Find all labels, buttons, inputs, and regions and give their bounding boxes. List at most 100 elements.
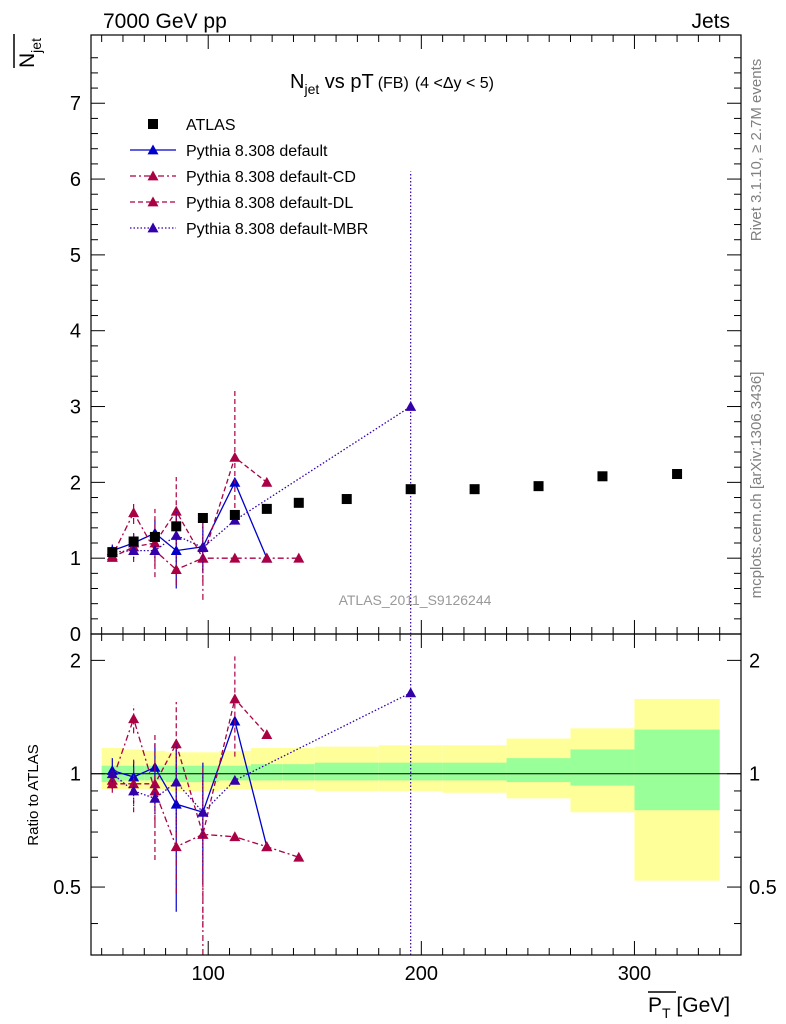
ratio-panel: 100 200 300 0.5 0.5 1 1 2 2 (53, 633, 777, 985)
ratio-point-2 (106, 778, 118, 789)
ratio-marks (106, 634, 417, 955)
ratio-band-inner (218, 765, 251, 781)
ratio-band-inner (282, 764, 315, 781)
ratio-point-2 (229, 693, 241, 704)
mcplots-label: mcplots.cern.ch [arXiv:1306.3436] (748, 372, 765, 599)
plot-title-small: (FB) (378, 75, 409, 92)
series-point-2 (149, 537, 161, 548)
series-point-3 (197, 542, 209, 552)
ratio-point-2 (170, 738, 182, 749)
y-tick-label: 4 (70, 321, 81, 343)
data-point (261, 503, 272, 514)
series-point-1 (261, 552, 273, 563)
ratio-band-inner (506, 758, 571, 783)
series-point-1 (293, 552, 305, 563)
plot-title: Njet vs pT (FB) (4 <Δy < 5) (290, 71, 494, 97)
data-point (597, 471, 608, 482)
ratio-point-2 (128, 778, 140, 789)
x-tick-label: 100 (192, 963, 225, 985)
ratio-y-tick-label: 1 (70, 764, 81, 786)
data-point (149, 531, 160, 542)
series-point-2 (197, 552, 209, 563)
y-tick-label: 3 (70, 397, 81, 419)
x-tick-label: 200 (405, 963, 438, 985)
ratio-point-3 (149, 792, 161, 803)
energy-label: 7000 GeV pp (103, 10, 227, 33)
ratio-point-1 (128, 713, 140, 724)
ratio-point-3 (170, 776, 182, 787)
legend-label-data: ATLAS (186, 117, 236, 134)
data-point (229, 509, 240, 520)
series-point-1 (128, 507, 140, 518)
legend-label-2: Pythia 8.308 default-DL (186, 195, 353, 212)
main-axes: 0 1 2 3 4 5 6 7 (70, 35, 741, 955)
y-tick-label: 1 (70, 548, 81, 570)
data-point (405, 484, 416, 495)
ratio-band-inner (570, 749, 635, 786)
x-tick-label: 300 (618, 963, 651, 985)
series-point-2 (229, 451, 241, 462)
ratio-band-inner (250, 764, 283, 781)
ratio-point-3 (128, 785, 140, 796)
plot-title-sub: jet (303, 81, 319, 97)
y-tick-label: 6 (70, 169, 81, 191)
data-point (533, 481, 544, 492)
data-point (171, 521, 182, 532)
series-point-2 (261, 476, 273, 487)
y-tick-label: 5 (70, 245, 81, 267)
plot-title-mid: vs pT (319, 71, 373, 93)
ratio-point-1 (170, 841, 182, 852)
data-point (469, 484, 480, 495)
x-axis-label-text: PT [GeV] (648, 994, 730, 1021)
series-line-3 (112, 405, 412, 553)
y-tick-label: 0 (70, 624, 81, 646)
plot-title-main: N (290, 71, 304, 93)
data-point (107, 547, 118, 558)
process-label: Jets (691, 10, 730, 33)
ratio-point-1 (261, 841, 273, 852)
data-point (341, 494, 352, 505)
legend-label-1: Pythia 8.308 default-CD (186, 169, 356, 186)
ratio-band-inner (442, 762, 507, 781)
ratio-point-2 (261, 729, 273, 740)
ratio-point-1 (149, 785, 161, 796)
y-axis-label-text: Njet (16, 38, 44, 68)
ratio-point-3 (229, 774, 241, 785)
series-point-3 (170, 529, 182, 540)
ratio-y-tick-label: 2 (749, 650, 760, 672)
y-axis-label-main: Njet (13, 34, 44, 68)
ratio-panel-frame (90, 633, 742, 956)
legend-marker-2 (147, 196, 159, 207)
plot-title-range: (4 <Δy < 5) (415, 75, 494, 92)
ratio-uncertainty-band (101, 698, 720, 881)
ratio-point-3 (405, 687, 417, 698)
ratio-y-tick-label: 1 (749, 764, 760, 786)
x-axis-label: PT [GeV] (648, 991, 730, 1021)
legend-marker-0 (147, 144, 159, 155)
ratio-point-3 (197, 806, 209, 817)
data-point (128, 536, 139, 547)
y-axis-label-ratio: Ratio to ATLAS (25, 744, 42, 845)
legend-label-0: Pythia 8.308 default (186, 143, 328, 160)
ratio-point-2 (149, 778, 161, 789)
legend-label-3: Pythia 8.308 default-MBR (186, 221, 368, 238)
ratio-point-1 (229, 831, 241, 842)
series-point-3 (128, 545, 140, 555)
y-tick-label: 2 (70, 472, 81, 494)
ratio-axes: 100 200 300 0.5 0.5 1 1 2 2 (53, 650, 777, 985)
ratio-y-tick-label: 2 (70, 650, 81, 672)
ratio-line-1 (111, 716, 299, 858)
ratio-point-3 (106, 768, 118, 779)
legend-marker-3 (147, 222, 159, 233)
ratio-point-1 (293, 851, 305, 862)
ratio-band-inner (634, 729, 720, 811)
series-point-3 (149, 545, 161, 555)
rivet-label: Rivet 3.1.10, ≥ 2.7M events (748, 59, 765, 242)
ratio-y-tick-label: 0.5 (749, 877, 777, 899)
series-point-2 (170, 505, 182, 516)
data-point (197, 512, 208, 523)
series-point-3 (405, 401, 417, 411)
ratio-band-inner (314, 762, 379, 781)
legend-marker-data (148, 119, 158, 129)
